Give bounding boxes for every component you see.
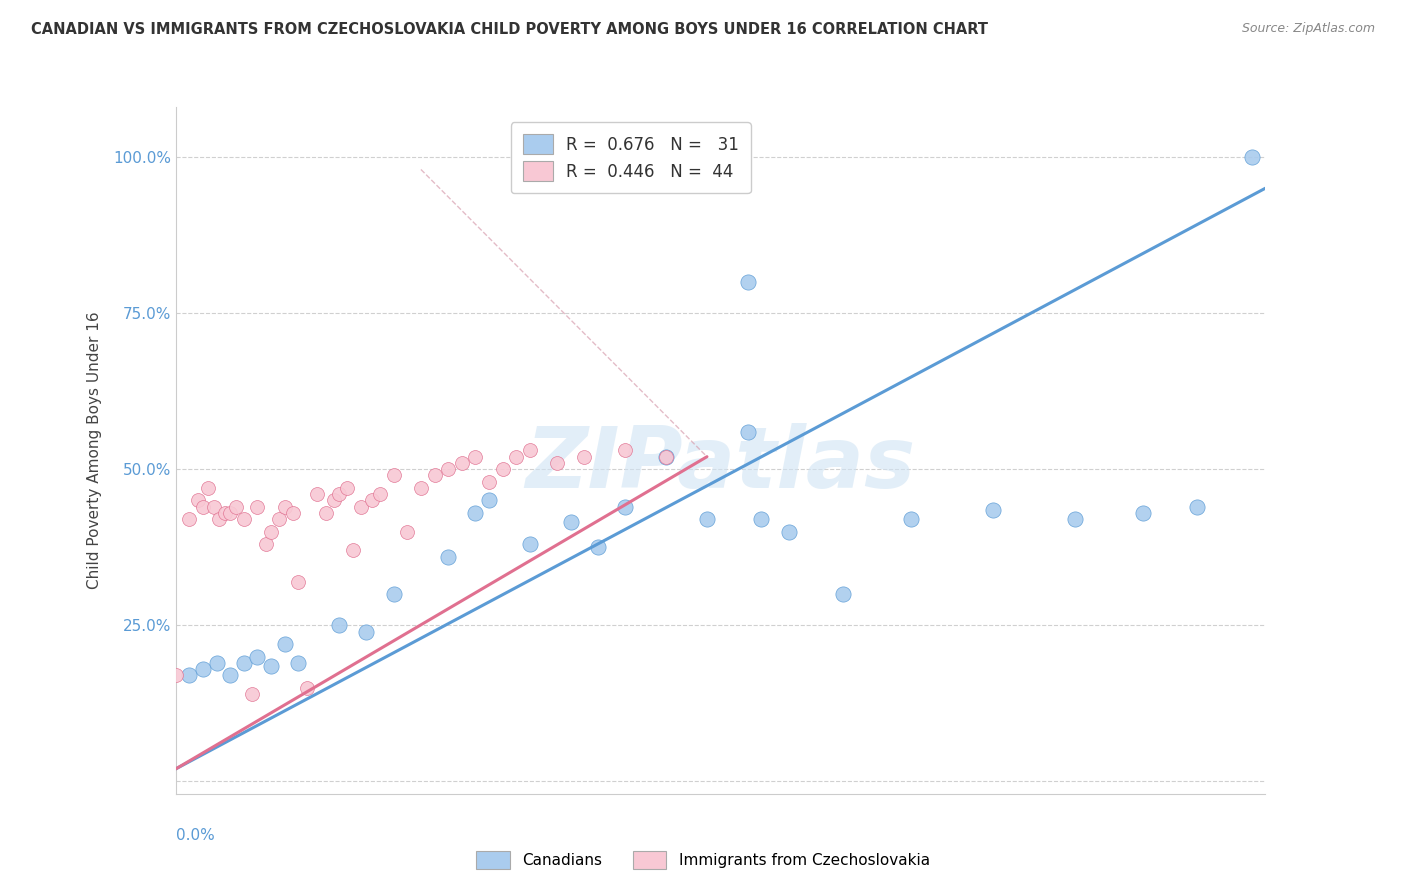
Point bbox=[1187, 500, 1209, 514]
Point bbox=[328, 618, 350, 632]
Y-axis label: Child Poverty Among Boys Under 16: Child Poverty Among Boys Under 16 bbox=[87, 311, 101, 590]
Point bbox=[208, 512, 231, 526]
Point bbox=[382, 468, 405, 483]
Point bbox=[269, 512, 291, 526]
Point bbox=[260, 658, 283, 673]
Point bbox=[832, 587, 855, 601]
Point bbox=[274, 637, 297, 651]
Point bbox=[287, 656, 309, 670]
Point bbox=[751, 512, 773, 526]
Point bbox=[240, 687, 263, 701]
Point bbox=[295, 681, 318, 695]
Point bbox=[274, 500, 297, 514]
Point bbox=[179, 512, 201, 526]
Point bbox=[546, 456, 568, 470]
Text: CANADIAN VS IMMIGRANTS FROM CZECHOSLOVAKIA CHILD POVERTY AMONG BOYS UNDER 16 COR: CANADIAN VS IMMIGRANTS FROM CZECHOSLOVAK… bbox=[31, 22, 988, 37]
Point bbox=[322, 493, 344, 508]
Point bbox=[478, 493, 501, 508]
Point bbox=[586, 541, 609, 555]
Point bbox=[202, 500, 225, 514]
Point bbox=[655, 450, 678, 464]
Point bbox=[356, 624, 378, 639]
Legend: R =  0.676   N =   31, R =  0.446   N =  44: R = 0.676 N = 31, R = 0.446 N = 44 bbox=[510, 122, 751, 193]
Point bbox=[191, 500, 214, 514]
Point bbox=[191, 662, 214, 676]
Point bbox=[1240, 150, 1263, 164]
Point bbox=[360, 493, 382, 508]
Point bbox=[197, 481, 219, 495]
Legend: Canadians, Immigrants from Czechoslovakia: Canadians, Immigrants from Czechoslovaki… bbox=[470, 845, 936, 875]
Point bbox=[219, 506, 242, 520]
Point bbox=[186, 493, 209, 508]
Point bbox=[287, 574, 309, 589]
Point bbox=[423, 468, 446, 483]
Point bbox=[778, 524, 800, 539]
Point bbox=[328, 487, 350, 501]
Point bbox=[614, 500, 637, 514]
Point bbox=[560, 516, 582, 530]
Point bbox=[437, 462, 460, 476]
Text: ZIPatlas: ZIPatlas bbox=[526, 423, 915, 506]
Point bbox=[368, 487, 391, 501]
Point bbox=[281, 506, 304, 520]
Point bbox=[246, 500, 269, 514]
Point bbox=[450, 456, 472, 470]
Point bbox=[505, 450, 527, 464]
Point bbox=[737, 275, 759, 289]
Point bbox=[246, 649, 269, 664]
Point bbox=[655, 450, 678, 464]
Point bbox=[342, 543, 364, 558]
Point bbox=[574, 450, 596, 464]
Point bbox=[437, 549, 460, 564]
Point bbox=[614, 443, 637, 458]
Point bbox=[409, 481, 432, 495]
Point bbox=[205, 656, 228, 670]
Point bbox=[396, 524, 419, 539]
Point bbox=[232, 512, 254, 526]
Point bbox=[478, 475, 501, 489]
Point bbox=[737, 425, 759, 439]
Point bbox=[232, 656, 254, 670]
Point bbox=[214, 506, 236, 520]
Point bbox=[519, 537, 541, 551]
Text: 0.0%: 0.0% bbox=[176, 828, 215, 843]
Point bbox=[464, 506, 486, 520]
Point bbox=[382, 587, 405, 601]
Point bbox=[165, 668, 187, 682]
Point bbox=[696, 512, 718, 526]
Point bbox=[336, 481, 359, 495]
Text: Source: ZipAtlas.com: Source: ZipAtlas.com bbox=[1241, 22, 1375, 36]
Point bbox=[315, 506, 337, 520]
Point bbox=[225, 500, 247, 514]
Point bbox=[492, 462, 515, 476]
Point bbox=[1063, 512, 1085, 526]
Point bbox=[981, 503, 1004, 517]
Point bbox=[900, 512, 922, 526]
Point bbox=[219, 668, 242, 682]
Point bbox=[464, 450, 486, 464]
Point bbox=[350, 500, 373, 514]
Point bbox=[260, 524, 283, 539]
Point bbox=[179, 668, 201, 682]
Point bbox=[1132, 506, 1154, 520]
Point bbox=[519, 443, 541, 458]
Point bbox=[254, 537, 277, 551]
Point bbox=[307, 487, 329, 501]
